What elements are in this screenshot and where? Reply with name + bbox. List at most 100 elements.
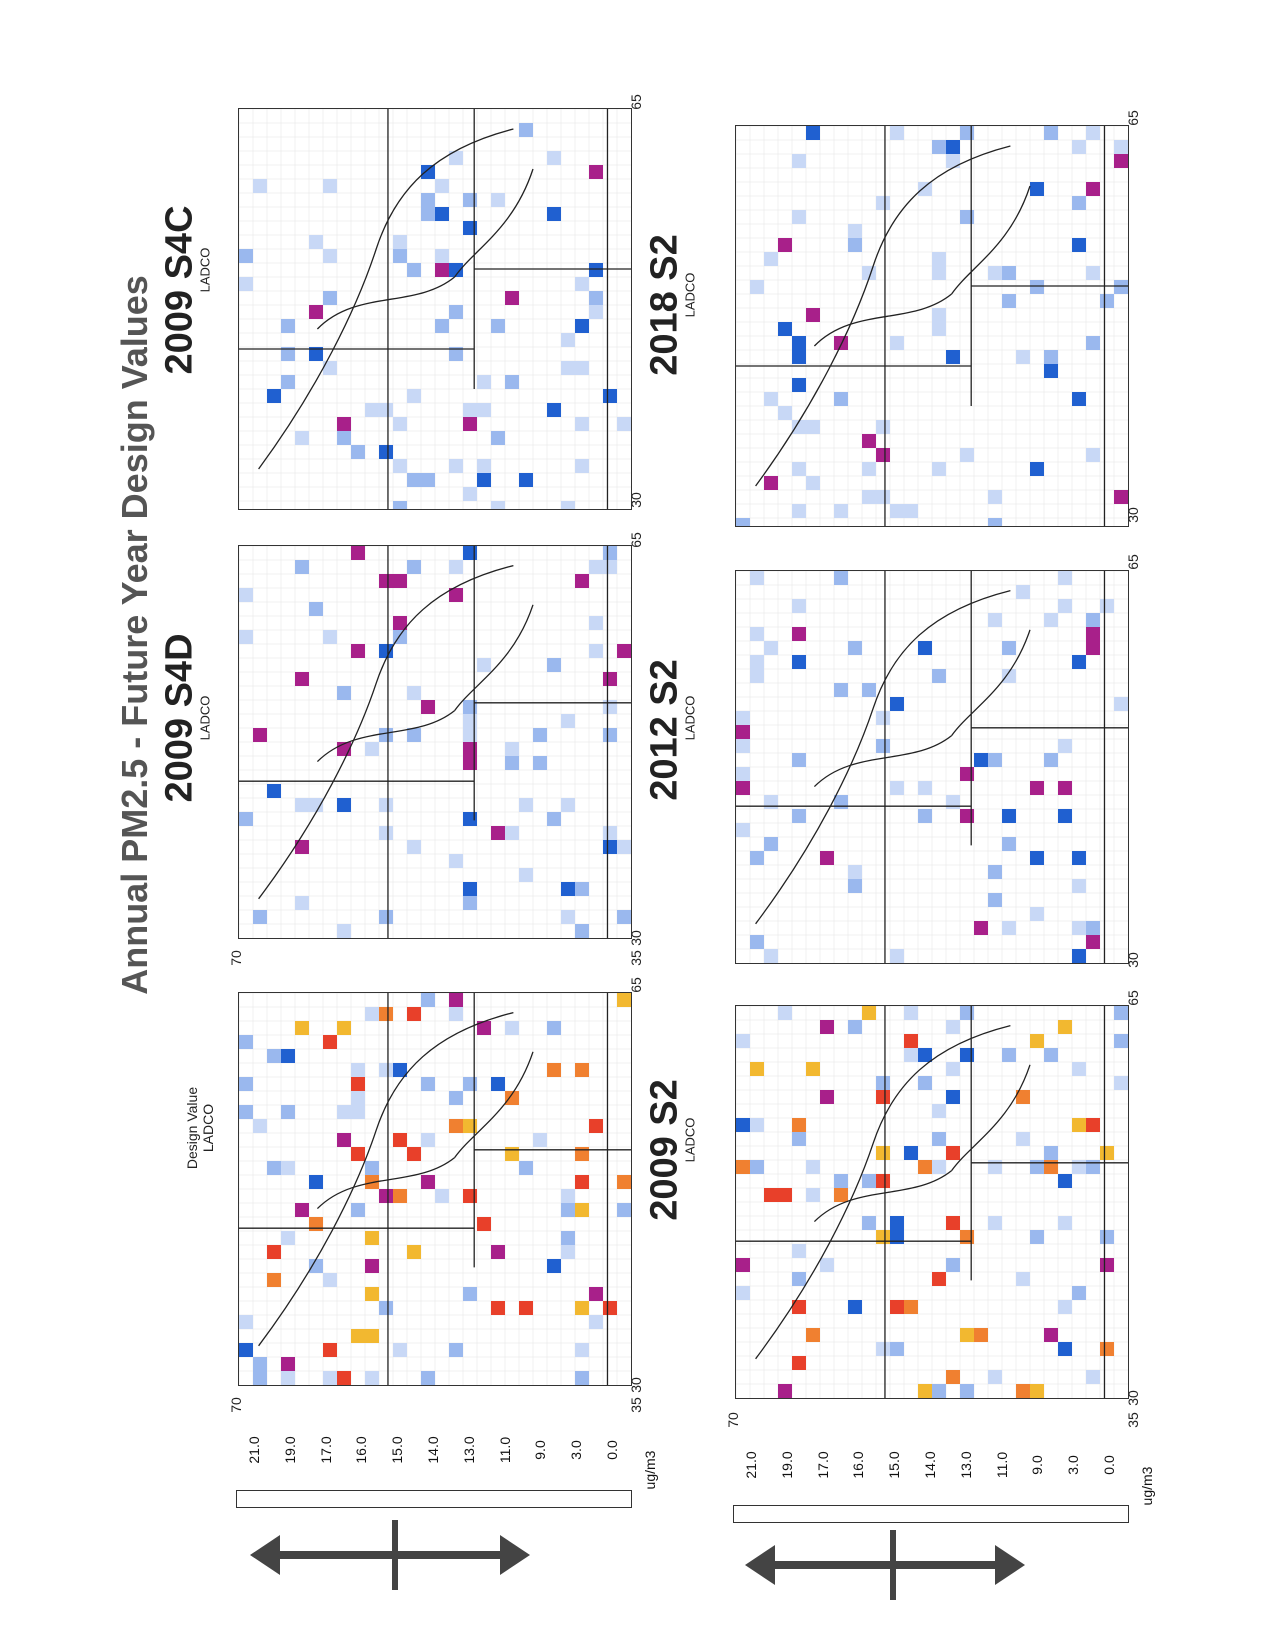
grid-cell bbox=[309, 602, 323, 616]
grid-cell bbox=[862, 1216, 876, 1230]
grid-cell bbox=[862, 434, 876, 448]
grid-cell bbox=[792, 1300, 806, 1314]
grid-cell bbox=[421, 165, 435, 179]
grid-cell bbox=[792, 336, 806, 350]
grid-cell bbox=[589, 1287, 603, 1301]
boundary-line bbox=[454, 168, 534, 278]
grid-cell bbox=[904, 1146, 918, 1160]
grid-cell bbox=[848, 1020, 862, 1034]
grid-cell bbox=[890, 336, 904, 350]
grid-cell bbox=[960, 1230, 974, 1244]
grid-cell bbox=[960, 1048, 974, 1062]
grid-cell bbox=[736, 823, 750, 837]
grid-cell bbox=[806, 126, 820, 140]
boundary-line bbox=[951, 1064, 1031, 1172]
grid-cell bbox=[1072, 140, 1086, 154]
grid-cell bbox=[932, 1160, 946, 1174]
grid-cell bbox=[547, 151, 561, 165]
grid-cell bbox=[617, 1203, 631, 1217]
axis-xmin-top-middle: 30 bbox=[628, 930, 644, 946]
grid-cell bbox=[1114, 490, 1128, 504]
grid-cell bbox=[806, 476, 820, 490]
grid-cell bbox=[617, 910, 631, 924]
grid-cell bbox=[393, 1063, 407, 1077]
grid-cell bbox=[561, 1189, 575, 1203]
grid-cell bbox=[834, 1174, 848, 1188]
grid-cell bbox=[505, 1021, 519, 1035]
axis-xmin-bottom-middle: 30 bbox=[1125, 952, 1141, 968]
grid-cell bbox=[575, 361, 589, 375]
map-svg bbox=[736, 1006, 1128, 1398]
grid-cell bbox=[267, 389, 281, 403]
grid-cell bbox=[1086, 613, 1100, 627]
grid-cell bbox=[295, 431, 309, 445]
grid-cell bbox=[393, 459, 407, 473]
grid-cell bbox=[946, 1062, 960, 1076]
grid-cell bbox=[918, 1160, 932, 1174]
grid-cell bbox=[946, 1090, 960, 1104]
grid-cell bbox=[1058, 781, 1072, 795]
grid-cell bbox=[876, 420, 890, 434]
grid-cell bbox=[876, 711, 890, 725]
grid-cell bbox=[764, 1188, 778, 1202]
grid-cell bbox=[295, 560, 309, 574]
grid-cell bbox=[1002, 294, 1016, 308]
grid-cell bbox=[351, 1329, 365, 1343]
grid-cell bbox=[463, 546, 477, 560]
grid-cell bbox=[589, 291, 603, 305]
grid-cell bbox=[505, 1091, 519, 1105]
grid-cell bbox=[323, 179, 337, 193]
axis-xmin-bottom-right: 30 bbox=[1125, 507, 1141, 523]
grid-cell bbox=[309, 347, 323, 361]
page-title-wrap: Annual PM2.5 - Future Year Design Values bbox=[110, 60, 160, 1210]
grid-cell bbox=[946, 350, 960, 364]
grid-cell bbox=[393, 417, 407, 431]
map-panel-2018-s2 bbox=[735, 125, 1129, 527]
grid-cell bbox=[547, 403, 561, 417]
grid-cell bbox=[764, 837, 778, 851]
grid-cell bbox=[323, 1273, 337, 1287]
grid-cell bbox=[365, 1007, 379, 1021]
colorbar-tick-label: 3.0 bbox=[1065, 1455, 1082, 1475]
boundary-line bbox=[951, 629, 1031, 737]
grid-cell bbox=[848, 238, 862, 252]
grid-cell bbox=[575, 924, 589, 938]
grid-cell bbox=[862, 462, 876, 476]
grid-cell bbox=[463, 1189, 477, 1203]
grid-cell bbox=[1044, 1146, 1058, 1160]
panel-sublabel-top-right: LADCO bbox=[197, 247, 213, 293]
grid-cell bbox=[932, 308, 946, 322]
grid-cell bbox=[421, 1175, 435, 1189]
grid-cell bbox=[295, 896, 309, 910]
grid-cell bbox=[1002, 1048, 1016, 1062]
grid-cell bbox=[547, 658, 561, 672]
grid-cell bbox=[764, 476, 778, 490]
boundary-line bbox=[755, 145, 1011, 487]
grid-cell bbox=[1058, 571, 1072, 585]
grid-cell bbox=[463, 896, 477, 910]
grid-cell bbox=[890, 1230, 904, 1244]
grid-cell bbox=[365, 1231, 379, 1245]
grid-cell bbox=[309, 1175, 323, 1189]
grid-cell bbox=[491, 431, 505, 445]
grid-cell bbox=[603, 700, 617, 714]
boundary-line bbox=[813, 293, 953, 347]
grid-cell bbox=[575, 1343, 589, 1357]
grid-cell bbox=[239, 1343, 253, 1357]
grid-cell bbox=[449, 151, 463, 165]
grid-cell bbox=[1030, 462, 1044, 476]
grid-cell bbox=[575, 1147, 589, 1161]
boundary-line bbox=[755, 1024, 1011, 1360]
grid-cell bbox=[736, 739, 750, 753]
grid-cell bbox=[806, 308, 820, 322]
grid-cell bbox=[778, 1188, 792, 1202]
grid-cell bbox=[792, 154, 806, 168]
grid-cell bbox=[1030, 182, 1044, 196]
grid-cell bbox=[463, 714, 477, 728]
boundary-line bbox=[258, 1011, 514, 1347]
grid-cell bbox=[890, 781, 904, 795]
grid-cell bbox=[806, 420, 820, 434]
grid-cell bbox=[379, 826, 393, 840]
colorbar-bottom bbox=[733, 1505, 1129, 1523]
grid-cell bbox=[1114, 140, 1128, 154]
